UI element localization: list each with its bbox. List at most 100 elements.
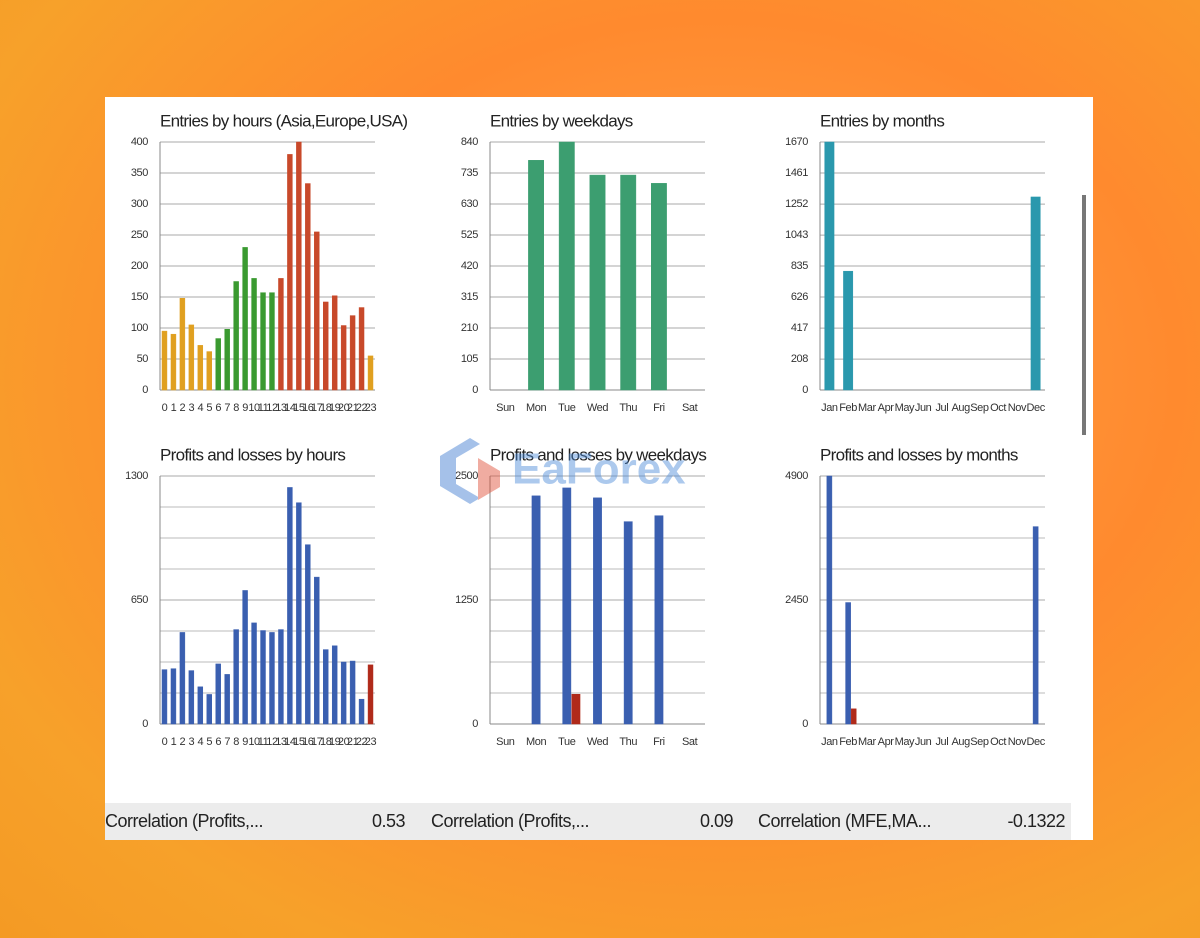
y-tick-label: 2450 xyxy=(785,594,808,606)
bar xyxy=(651,183,667,391)
bar xyxy=(179,632,186,725)
x-tick-label: 6 xyxy=(215,402,221,414)
x-tick-label: Jan xyxy=(821,402,838,414)
y-tick-label: 1252 xyxy=(785,198,808,210)
x-tick-label: Sat xyxy=(682,402,698,414)
bar xyxy=(349,315,356,391)
watermark-text: EaForex xyxy=(512,445,686,494)
x-tick-label: Thu xyxy=(619,402,637,414)
x-tick-label: 18 xyxy=(320,736,332,748)
x-tick-label: 13 xyxy=(275,736,287,748)
bar xyxy=(367,355,374,391)
bar xyxy=(269,632,275,725)
y-tick-label: 105 xyxy=(461,353,478,365)
bar xyxy=(296,502,302,725)
correlation-label: Correlation (MFE,MA... xyxy=(758,811,931,831)
x-tick-label: 22 xyxy=(356,402,368,414)
watermark: EaForex xyxy=(440,438,686,504)
y-tick-label: 250 xyxy=(131,229,148,241)
x-tick-label: Nov xyxy=(1008,402,1027,414)
bar xyxy=(305,544,311,725)
x-tick-label: 21 xyxy=(347,402,359,414)
x-tick-label: Jun xyxy=(915,736,932,748)
bar xyxy=(314,231,320,391)
x-tick-label: 14 xyxy=(284,402,296,414)
y-tick-label: 4900 xyxy=(785,470,808,482)
x-tick-label: Mon xyxy=(526,736,546,748)
x-tick-label: Jan xyxy=(821,736,838,748)
bar xyxy=(278,278,284,391)
x-tick-label: Sep xyxy=(970,402,989,414)
y-tick-label: 835 xyxy=(791,260,808,272)
bar xyxy=(233,281,239,391)
x-tick-label: 0 xyxy=(162,402,168,414)
x-tick-label: Dec xyxy=(1026,736,1045,748)
x-tick-label: Nov xyxy=(1008,736,1027,748)
bar xyxy=(197,345,204,391)
x-tick-label: Apr xyxy=(878,402,895,414)
bar xyxy=(278,629,284,725)
bar xyxy=(287,487,293,725)
watermark-logo xyxy=(440,438,480,504)
x-tick-label: 3 xyxy=(188,402,194,414)
charts: Entries by hours (Asia,Europe,USA)050100… xyxy=(105,111,1066,831)
y-tick-label: 350 xyxy=(131,167,148,179)
bar xyxy=(589,174,606,391)
x-tick-label: 7 xyxy=(224,402,230,414)
bar xyxy=(251,278,257,391)
bar xyxy=(287,154,293,391)
bar xyxy=(562,487,572,725)
bar xyxy=(188,670,195,725)
y-tick-label: 630 xyxy=(461,198,478,210)
bar xyxy=(1032,526,1039,725)
x-tick-label: 12 xyxy=(266,402,278,414)
x-tick-label: Sun xyxy=(496,402,515,414)
x-tick-label: Mar xyxy=(858,736,876,748)
bar xyxy=(620,174,637,391)
x-tick-label: Oct xyxy=(990,402,1006,414)
bar xyxy=(260,630,266,725)
x-tick-label: 11 xyxy=(258,736,269,748)
correlation-label: Correlation (Profits,... xyxy=(431,811,589,831)
x-tick-label: Jul xyxy=(935,402,948,414)
x-tick-label: Thu xyxy=(619,736,637,748)
x-tick-label: May xyxy=(895,736,915,748)
x-tick-label: Fri xyxy=(653,402,665,414)
x-tick-label: 6 xyxy=(215,736,221,748)
y-tick-label: 0 xyxy=(802,384,808,396)
x-tick-label: Jul xyxy=(935,736,948,748)
x-tick-label: 3 xyxy=(188,736,194,748)
x-tick-label: 9 xyxy=(242,402,248,414)
x-tick-label: 7 xyxy=(224,736,230,748)
bar xyxy=(251,622,257,725)
chart-title: Profits and losses by weekdays xyxy=(490,445,706,464)
chart-title: Entries by months xyxy=(820,111,944,130)
x-tick-label: Oct xyxy=(990,736,1006,748)
bar xyxy=(571,693,581,725)
y-tick-label: 735 xyxy=(461,167,478,179)
x-tick-label: Fri xyxy=(653,736,665,748)
x-tick-label: Jun xyxy=(915,402,932,414)
y-tick-label: 420 xyxy=(461,260,478,272)
x-tick-label: 21 xyxy=(347,736,359,748)
watermark-logo xyxy=(478,458,500,500)
bar xyxy=(367,664,374,725)
bar xyxy=(224,674,230,725)
x-tick-label: 18 xyxy=(320,402,332,414)
bar xyxy=(215,338,221,391)
x-tick-label: Tue xyxy=(558,736,576,748)
bar xyxy=(188,324,195,391)
x-tick-label: 1 xyxy=(171,402,177,414)
y-tick-label: 0 xyxy=(472,384,478,396)
x-tick-label: Dec xyxy=(1026,402,1045,414)
scrollbar[interactable] xyxy=(1082,195,1086,435)
y-tick-label: 200 xyxy=(131,260,148,272)
bar xyxy=(850,708,857,725)
x-tick-label: 4 xyxy=(197,736,203,748)
bar xyxy=(331,645,338,725)
x-tick-label: 4 xyxy=(197,402,203,414)
y-tick-label: 1043 xyxy=(785,229,808,241)
x-tick-label: 15 xyxy=(293,402,305,414)
x-tick-label: 2 xyxy=(180,402,186,414)
bar xyxy=(305,183,311,391)
